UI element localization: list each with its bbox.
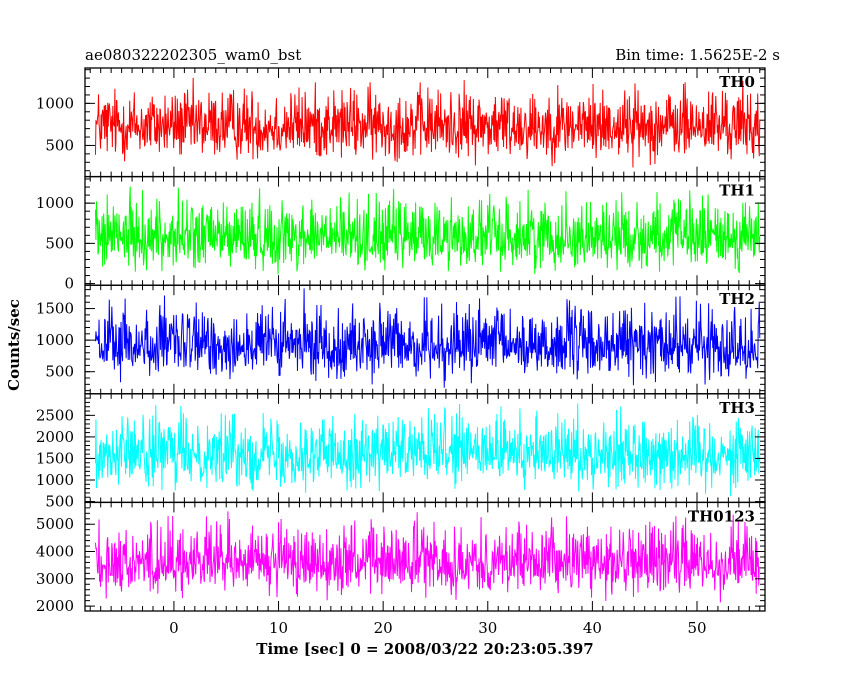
y-tick-label: 4000 (36, 543, 74, 561)
series-line-th0123 (94, 511, 761, 603)
chart-title: ae080322202305_wam0_bst (85, 46, 301, 64)
y-tick-label: 1500 (36, 449, 74, 467)
y-tick-label: 500 (45, 363, 74, 381)
y-tick-label: 2000 (36, 597, 74, 615)
panel-label: TH2 (719, 290, 755, 308)
series-line-th3 (94, 403, 761, 497)
series-line-th0 (94, 77, 761, 168)
panel-label: TH3 (719, 399, 755, 417)
panel-th3: 500 1000 1500 2000 2500 TH3 (36, 393, 766, 511)
x-tick-label: 30 (478, 619, 497, 637)
x-tick-label: 0 (169, 619, 179, 637)
y-tick-label: 500 (45, 136, 74, 154)
y-axis-label: Counts/sec (5, 299, 23, 391)
x-tick-label: 20 (374, 619, 393, 637)
panel-th2: 500 1000 1500 TH2 (36, 284, 766, 395)
series-line-th1 (94, 186, 761, 275)
y-tick-label: 1000 (36, 194, 74, 212)
x-tick-label: 50 (687, 619, 706, 637)
y-tick-label: 3000 (36, 570, 74, 588)
x-tick-label: 10 (269, 619, 288, 637)
x-axis-label: Time [sec] 0 = 2008/03/22 20:23:05.397 (256, 640, 593, 658)
y-tick-label: 1000 (36, 471, 74, 489)
y-tick-label: 2000 (36, 428, 74, 446)
panel-th0: 500 1000 TH0 (36, 67, 766, 178)
y-tick-label: 2500 (36, 406, 74, 424)
panel-th0123: 2000 3000 4000 5000 TH0123 (36, 501, 766, 615)
panel-label: TH1 (719, 182, 755, 200)
x-axis: 0 10 20 30 40 50 (169, 619, 706, 637)
y-tick-label: 1000 (36, 94, 74, 112)
panel-label: TH0123 (688, 507, 755, 525)
y-tick-label: 500 (45, 493, 74, 511)
series-line-th2 (94, 288, 761, 388)
panels: 500 1000 TH0 0 500 1000 TH1 500 1000 1500 TH2 500 10… (36, 67, 766, 615)
bin-time-label: Bin time: 1.5625E-2 s (615, 46, 780, 64)
panel-th1: 0 500 1000 TH1 (36, 175, 766, 293)
panel-label: TH0 (719, 73, 755, 91)
y-tick-label: 1500 (36, 300, 74, 318)
y-tick-label: 5000 (36, 515, 74, 533)
x-tick-label: 40 (583, 619, 602, 637)
y-tick-label: 1000 (36, 331, 74, 349)
y-tick-label: 500 (45, 234, 74, 252)
y-tick-label: 0 (64, 275, 74, 293)
